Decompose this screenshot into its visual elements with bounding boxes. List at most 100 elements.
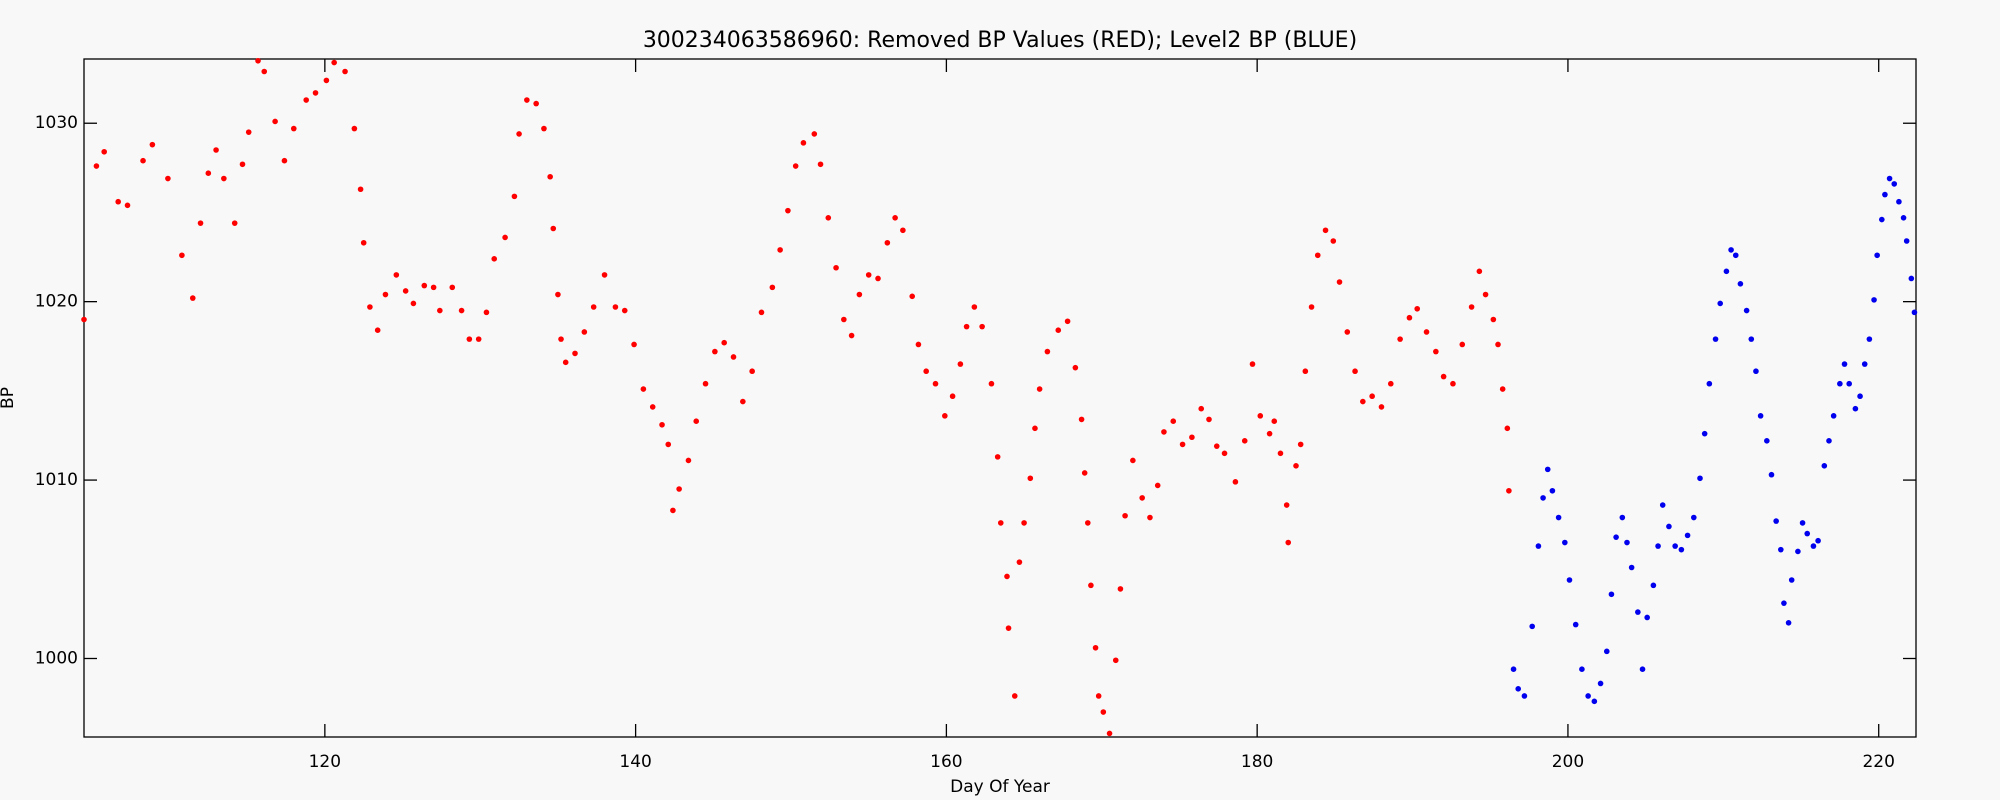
data-point (483, 309, 490, 316)
data-point (572, 350, 578, 357)
data-point (1011, 693, 1018, 699)
x-tick-label: 120 (309, 752, 341, 772)
data-point (1369, 393, 1375, 400)
x-tick-label: 180 (1241, 752, 1273, 772)
data-point (1078, 416, 1085, 423)
data-point (1297, 441, 1304, 448)
data-point (149, 141, 156, 148)
data-point (865, 272, 872, 278)
data-point (777, 247, 783, 253)
data-point (1737, 281, 1744, 287)
data-point (1666, 523, 1672, 530)
data-point (1778, 546, 1784, 553)
data-point (1072, 364, 1079, 371)
data-point (189, 295, 196, 301)
data-point (1206, 416, 1212, 423)
data-point (811, 131, 818, 137)
data-point (533, 100, 539, 107)
data-point (994, 454, 1001, 460)
data-point (213, 147, 219, 153)
data-point (421, 282, 428, 289)
data-point (1016, 559, 1023, 565)
x-tick-label: 160 (930, 752, 962, 772)
data-point (1189, 434, 1195, 441)
data-point (1064, 318, 1071, 325)
data-point (957, 361, 964, 367)
data-point (693, 418, 700, 424)
data-point (1221, 450, 1228, 457)
data-point (1900, 214, 1907, 221)
data-point (1459, 341, 1466, 348)
data-point (670, 507, 676, 514)
data-point (1810, 543, 1817, 549)
data-point (1717, 300, 1724, 307)
data-point (1213, 443, 1220, 449)
data-point (1799, 520, 1806, 526)
data-point (1549, 487, 1556, 494)
data-point (1302, 368, 1309, 375)
data-point (1603, 648, 1610, 655)
data-point (555, 291, 561, 298)
data-point (1743, 307, 1750, 314)
data-point (621, 307, 628, 314)
data-point (430, 284, 437, 291)
data-point (1639, 666, 1646, 672)
data-point (1701, 430, 1708, 437)
data-point (1257, 413, 1264, 419)
x-axis-label: Day Of Year (950, 777, 1050, 797)
data-point (1055, 327, 1062, 334)
data-point (1781, 600, 1787, 606)
data-point (124, 202, 131, 209)
data-point (449, 284, 456, 291)
data-point (475, 336, 482, 342)
data-point (1608, 591, 1615, 598)
data-point (1728, 247, 1734, 253)
data-point (1650, 582, 1657, 589)
chart-title: 300234063586960: Removed BP Values (RED)… (643, 28, 1357, 53)
data-point (1624, 539, 1630, 546)
data-point (458, 307, 465, 314)
data-point (1529, 623, 1535, 630)
data-point (393, 272, 400, 278)
data-point (856, 291, 863, 298)
data-point (740, 398, 746, 405)
data-point (1510, 666, 1517, 672)
data-point (963, 323, 970, 330)
data-point (550, 225, 557, 232)
data-point (1450, 380, 1456, 387)
data-point (785, 207, 791, 214)
data-point (1147, 514, 1153, 521)
data-point (932, 380, 939, 387)
data-point (997, 520, 1004, 526)
data-point (1092, 644, 1099, 651)
data-point (1387, 380, 1394, 387)
y-tick-label: 1020 (35, 292, 78, 312)
data-point (1535, 543, 1542, 549)
data-point (93, 163, 100, 169)
data-point (342, 68, 348, 75)
data-point (312, 90, 319, 96)
data-point (1414, 305, 1421, 312)
data-point (875, 275, 881, 282)
data-point (792, 163, 799, 169)
data-point (374, 327, 381, 334)
data-point (800, 140, 807, 146)
data-point (1378, 404, 1385, 410)
data-point (848, 332, 855, 339)
data-point (1684, 532, 1691, 539)
x-tick-label: 200 (1552, 752, 1584, 772)
data-point (1540, 495, 1546, 501)
data-point (205, 170, 212, 176)
data-point (1112, 657, 1119, 664)
data-point (1490, 316, 1497, 323)
data-point (1499, 386, 1506, 392)
data-point (1161, 429, 1167, 435)
data-point (721, 339, 727, 346)
data-point (290, 125, 297, 132)
data-point (1330, 238, 1337, 244)
data-point (1644, 614, 1650, 621)
data-point (1360, 398, 1366, 405)
data-point (281, 157, 288, 164)
data-point (685, 457, 692, 464)
